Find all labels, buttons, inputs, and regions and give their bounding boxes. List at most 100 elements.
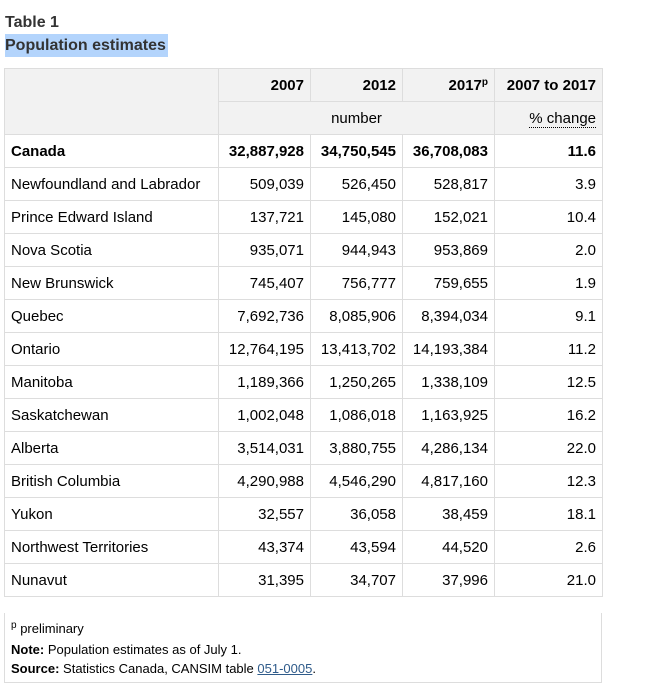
- cell-2007: 3,514,031: [218, 431, 311, 465]
- population-table: 2007 2012 2017p 2007 to 2017 number % ch…: [4, 68, 603, 597]
- cell-2017: 1,338,109: [402, 365, 495, 399]
- cell-2012: 526,450: [310, 167, 403, 201]
- note-label: Note:: [11, 642, 45, 657]
- table-row: Alberta 3,514,031 3,880,755 4,286,134 22.0: [4, 431, 603, 465]
- cell-2007: 43,374: [218, 530, 311, 564]
- source-text: Statistics Canada, CANSIM table: [63, 661, 254, 676]
- table-row: Nova Scotia 935,071 944,943 953,869 2.0: [4, 233, 603, 267]
- row-label: Canada: [4, 134, 219, 168]
- header-corner: [4, 68, 219, 135]
- cell-pct-change: 2.6: [494, 530, 603, 564]
- cell-2017: 1,163,925: [402, 398, 495, 432]
- cell-2007: 31,395: [218, 563, 311, 597]
- table-row: Canada 32,887,928 34,750,545 36,708,083 11.6: [4, 134, 603, 168]
- cell-pct-change: 9.1: [494, 299, 603, 333]
- cell-pct-change: 22.0: [494, 431, 603, 465]
- table-row: Northwest Territories 43,374 43,594 44,520 2…: [4, 530, 603, 564]
- table-row: Ontario 12,764,195 13,413,702 14,193,384 11.…: [4, 332, 603, 366]
- cell-pct-change: 12.5: [494, 365, 603, 399]
- cell-2012: 944,943: [310, 233, 403, 267]
- cell-pct-change: 12.3: [494, 464, 603, 498]
- cell-2017: 152,021: [402, 200, 495, 234]
- row-label: Alberta: [4, 431, 219, 465]
- cell-2017: 953,869: [402, 233, 495, 267]
- cell-pct-change: 10.4: [494, 200, 603, 234]
- table-row: New Brunswick 745,407 756,777 759,655 1.9: [4, 266, 603, 300]
- cell-2017: 759,655: [402, 266, 495, 300]
- row-label: Nova Scotia: [4, 233, 219, 267]
- source-label: Source:: [11, 661, 60, 676]
- cell-2017: 37,996: [402, 563, 495, 597]
- cell-2007: 1,002,048: [218, 398, 311, 432]
- cell-2017: 38,459: [402, 497, 495, 531]
- table-row: Saskatchewan 1,002,048 1,086,018 1,163,925 1…: [4, 398, 603, 432]
- unit-pct-header: % change: [494, 101, 603, 135]
- source-table-link[interactable]: 051-0005: [257, 661, 313, 676]
- cell-2012: 36,058: [310, 497, 403, 531]
- row-label: Prince Edward Island: [4, 200, 219, 234]
- cell-2007: 137,721: [218, 200, 311, 234]
- col-header-2007: 2007: [218, 68, 311, 102]
- table-row: Quebec 7,692,736 8,085,906 8,394,034 9.1: [4, 299, 603, 333]
- table-row: Manitoba 1,189,366 1,250,265 1,338,109 12.5: [4, 365, 603, 399]
- footnote-note: Note: Population estimates as of July 1.: [11, 640, 601, 659]
- cell-2017: 36,708,083: [402, 134, 495, 168]
- table-title: Population estimates: [5, 34, 168, 57]
- unit-number-header: number: [218, 101, 495, 135]
- table-caption: Table 1 Population estimates: [5, 11, 168, 57]
- cell-2007: 7,692,736: [218, 299, 311, 333]
- cell-2017: 8,394,034: [402, 299, 495, 333]
- cell-pct-change: 11.2: [494, 332, 603, 366]
- cell-pct-change: 16.2: [494, 398, 603, 432]
- col-header-2017: 2017p: [402, 68, 495, 102]
- row-label: Ontario: [4, 332, 219, 366]
- cell-2017: 14,193,384: [402, 332, 495, 366]
- cell-2007: 4,290,988: [218, 464, 311, 498]
- cell-2007: 32,557: [218, 497, 311, 531]
- cell-2012: 1,250,265: [310, 365, 403, 399]
- cell-2012: 3,880,755: [310, 431, 403, 465]
- cell-2017: 4,286,134: [402, 431, 495, 465]
- footnote-preliminary-text: preliminary: [20, 621, 84, 636]
- footnote-preliminary: p preliminary: [11, 619, 601, 640]
- cell-pct-change: 11.6: [494, 134, 603, 168]
- row-label: British Columbia: [4, 464, 219, 498]
- row-label: Quebec: [4, 299, 219, 333]
- row-label: Nunavut: [4, 563, 219, 597]
- row-label: Northwest Territories: [4, 530, 219, 564]
- row-label: Newfoundland and Labrador: [4, 167, 219, 201]
- cell-2007: 745,407: [218, 266, 311, 300]
- cell-pct-change: 18.1: [494, 497, 603, 531]
- cell-2017: 4,817,160: [402, 464, 495, 498]
- table-row: Yukon 32,557 36,058 38,459 18.1: [4, 497, 603, 531]
- row-label: Saskatchewan: [4, 398, 219, 432]
- table-row: Prince Edward Island 137,721 145,080 152,02…: [4, 200, 603, 234]
- col-header-2012: 2012: [310, 68, 403, 102]
- cell-2012: 34,707: [310, 563, 403, 597]
- row-label: Manitoba: [4, 365, 219, 399]
- header-row-years: 2007 2012 2017p 2007 to 2017: [4, 68, 603, 135]
- cell-2012: 145,080: [310, 200, 403, 234]
- cell-2012: 1,086,018: [310, 398, 403, 432]
- cell-2017: 528,817: [402, 167, 495, 201]
- cell-pct-change: 21.0: [494, 563, 603, 597]
- table-row: British Columbia 4,290,988 4,546,290 4,817,…: [4, 464, 603, 498]
- source-end: .: [312, 661, 316, 676]
- note-text: Population estimates as of July 1.: [47, 642, 242, 657]
- table-label: Table 1: [5, 14, 59, 31]
- cell-2007: 509,039: [218, 167, 311, 201]
- cell-pct-change: 2.0: [494, 233, 603, 267]
- table-row: Nunavut 31,395 34,707 37,996 21.0: [4, 563, 603, 597]
- cell-2017: 44,520: [402, 530, 495, 564]
- cell-2007: 935,071: [218, 233, 311, 267]
- pct-abbreviation: % change: [529, 109, 596, 128]
- row-label: New Brunswick: [4, 266, 219, 300]
- table-footnotes: p preliminary Note: Population estimates…: [4, 613, 602, 683]
- footnote-source: Source: Statistics Canada, CANSIM table …: [11, 659, 601, 678]
- cell-pct-change: 1.9: [494, 266, 603, 300]
- cell-2007: 32,887,928: [218, 134, 311, 168]
- table-body: Canada 32,887,928 34,750,545 36,708,083 11.6…: [4, 134, 603, 597]
- col-header-change: 2007 to 2017: [494, 68, 603, 102]
- cell-2007: 12,764,195: [218, 332, 311, 366]
- cell-2007: 1,189,366: [218, 365, 311, 399]
